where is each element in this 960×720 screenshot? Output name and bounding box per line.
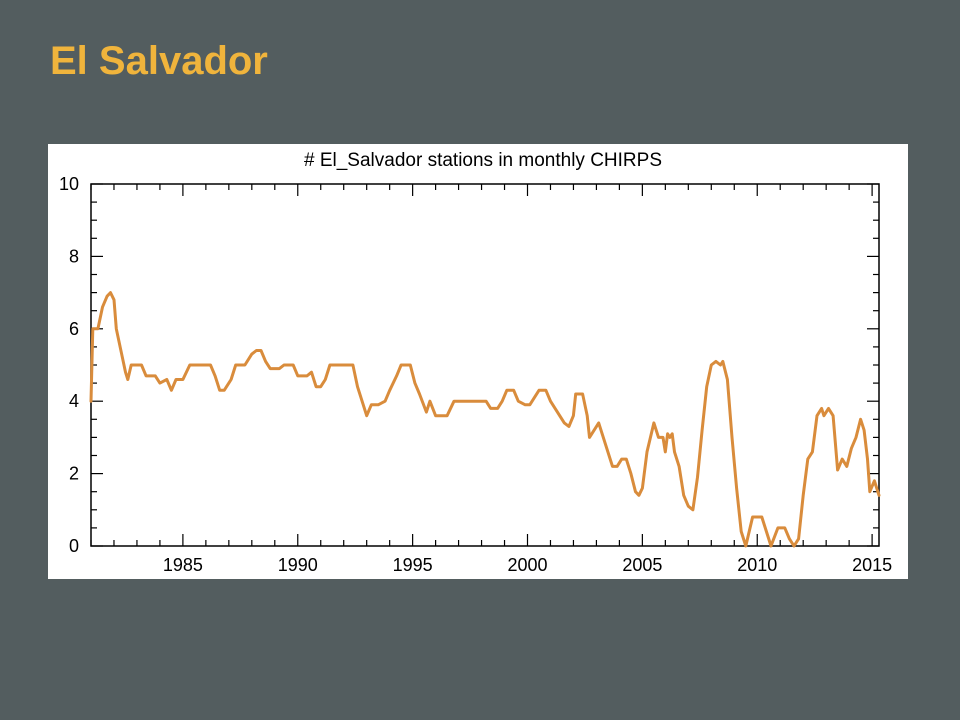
slide-title: El Salvador [50, 39, 268, 83]
line-chart: # El_Salvador stations in monthly CHIRPS… [59, 150, 892, 575]
x-tick-label: 2005 [622, 555, 662, 575]
y-tick-label: 6 [69, 319, 79, 339]
tick-labels: 0 2 4 6 8 10 1985 1990 1995 2000 2005 2010 2015 [59, 174, 892, 575]
x-tick-label: 2010 [737, 555, 777, 575]
x-tick-label: 1990 [278, 555, 318, 575]
y-tick-label: 0 [69, 536, 79, 556]
y-tick-label: 4 [69, 391, 79, 411]
x-tick-label: 2015 [852, 555, 892, 575]
series-layer [89, 291, 881, 548]
y-tick-label: 2 [69, 464, 79, 484]
x-tick-label: 2000 [507, 555, 547, 575]
series-line [89, 291, 881, 548]
x-tick-label: 1985 [163, 555, 203, 575]
chart-panel: # El_Salvador stations in monthly CHIRPS… [48, 144, 908, 579]
chart-title: # El_Salvador stations in monthly CHIRPS [304, 150, 662, 171]
y-tick-label: 8 [69, 246, 79, 266]
x-tick-label: 1995 [393, 555, 433, 575]
y-tick-label: 10 [59, 174, 79, 194]
